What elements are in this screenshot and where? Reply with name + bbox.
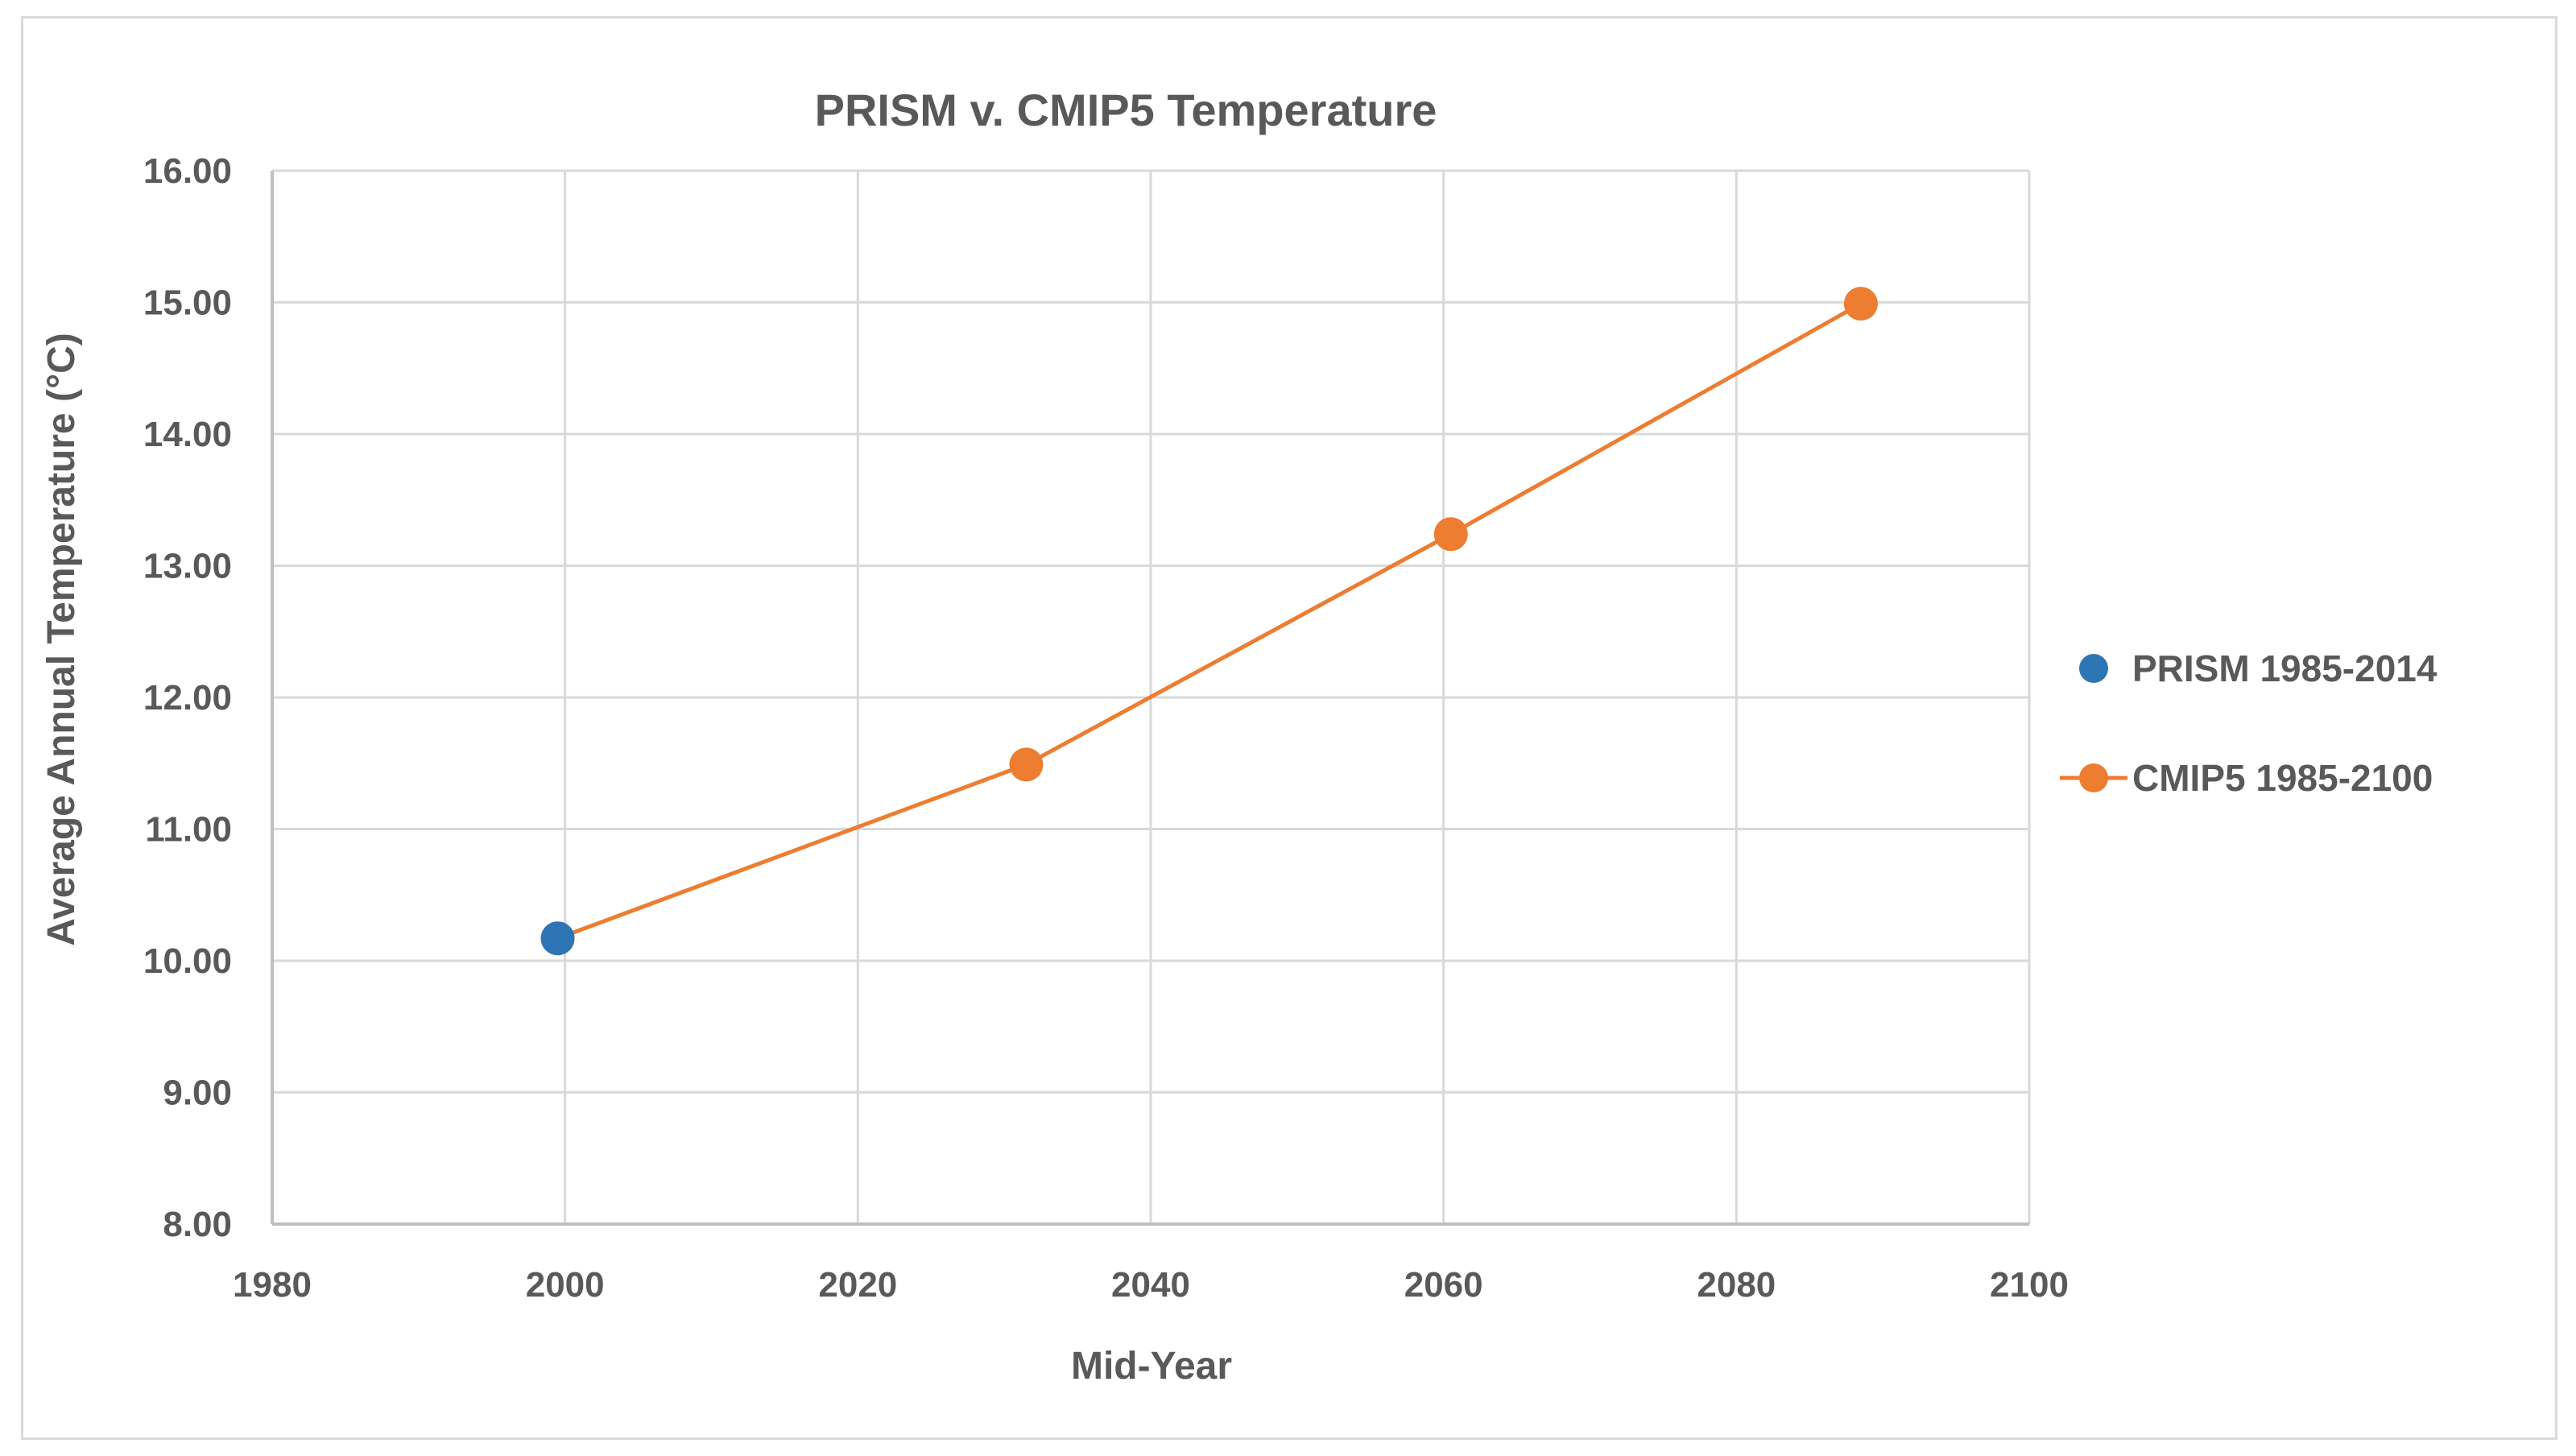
x-axis-label: Mid-Year bbox=[1071, 1345, 1232, 1388]
legend-label-0: PRISM 1985-2014 bbox=[2132, 647, 2437, 689]
series-1-point-1 bbox=[1009, 747, 1044, 782]
x-tick-label: 1980 bbox=[233, 1265, 312, 1305]
y-tick-label: 13.00 bbox=[143, 547, 232, 586]
x-tick-label: 2080 bbox=[1697, 1265, 1776, 1305]
y-tick-label: 16.00 bbox=[143, 151, 232, 191]
x-tick-label: 2040 bbox=[1111, 1265, 1190, 1305]
y-tick-label: 8.00 bbox=[163, 1205, 232, 1244]
series-1-point-2 bbox=[1433, 517, 1468, 552]
x-tick-label: 2060 bbox=[1404, 1265, 1483, 1305]
legend-marker-0 bbox=[2079, 654, 2108, 683]
grid-lines bbox=[272, 169, 2031, 1224]
data-series bbox=[540, 287, 1878, 956]
chart-frame bbox=[21, 16, 2557, 1440]
tick-labels: 16.00 15.00 14.00 13.00 12.00 11.00 10.00 9.00 8… bbox=[143, 151, 2069, 1305]
legend-item-0: PRISM 1985-2014 bbox=[2079, 647, 2437, 689]
y-tick-label: 10.00 bbox=[143, 941, 232, 981]
legend-marker-1 bbox=[2079, 763, 2108, 792]
y-tick-label: 15.00 bbox=[143, 283, 232, 323]
series-line-1 bbox=[556, 301, 1863, 941]
y-tick-label: 14.00 bbox=[143, 415, 232, 454]
series-0-point-0 bbox=[540, 921, 575, 956]
x-tick-label: 2100 bbox=[1990, 1265, 2069, 1305]
x-tick-label: 2000 bbox=[526, 1265, 605, 1305]
x-tick-label: 2020 bbox=[818, 1265, 897, 1305]
axes bbox=[271, 171, 2029, 1226]
y-axis-label: Average Annual Temperature (°C) bbox=[40, 333, 83, 946]
chart-title: PRISM v. CMIP5 Temperature bbox=[815, 85, 1437, 135]
y-tick-label: 11.00 bbox=[145, 810, 232, 850]
legend: PRISM 1985-2014 CMIP5 1985-2100 bbox=[2060, 647, 2437, 799]
series-1-point-3 bbox=[1843, 287, 1878, 321]
legend-item-1: CMIP5 1985-2100 bbox=[2060, 757, 2433, 799]
legend-label-1: CMIP5 1985-2100 bbox=[2132, 757, 2433, 799]
y-tick-label: 12.00 bbox=[143, 678, 232, 718]
y-tick-label: 9.00 bbox=[163, 1073, 232, 1113]
